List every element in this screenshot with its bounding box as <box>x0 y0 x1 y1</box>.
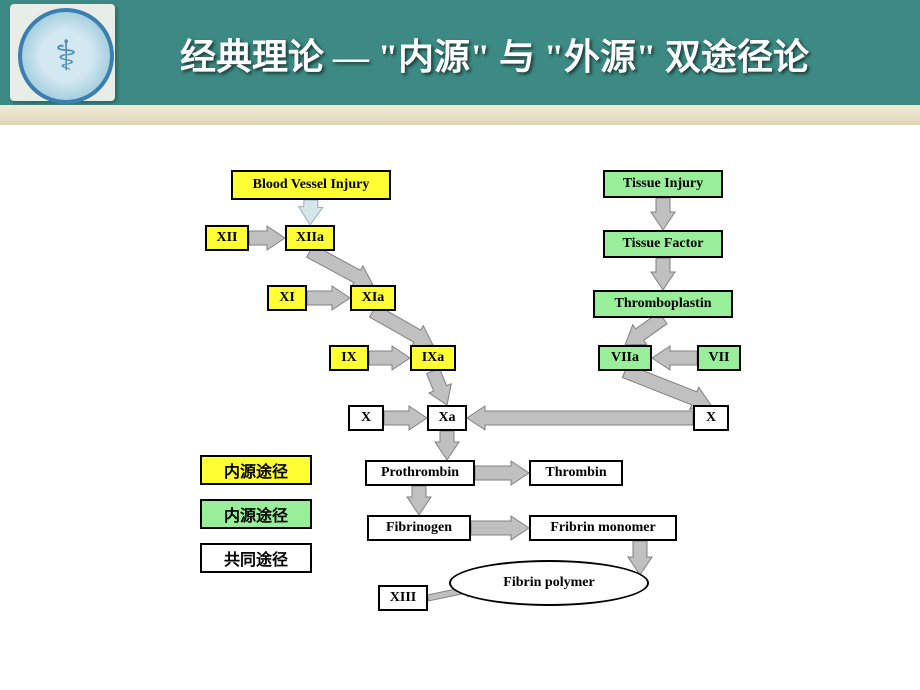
node-xii: XII <box>205 225 249 251</box>
node-xL: X <box>348 405 384 431</box>
node-xR: X <box>693 405 729 431</box>
node-fib: Fibrinogen <box>367 515 471 541</box>
node-viia: VIIa <box>598 345 652 371</box>
logo-emblem <box>18 8 114 104</box>
slide-header: 经典理论 — "内源" 与 "外源" 双途径论 <box>0 0 920 125</box>
flowchart-canvas: Blood Vessel Injury XII XIIa XI XIa IX IXa Tiss… <box>0 125 920 690</box>
node-ixa: IXa <box>410 345 456 371</box>
node-xia: XIa <box>350 285 396 311</box>
node-thr: Thrombin <box>529 460 623 486</box>
legend-item-2: 共同途径 <box>200 543 312 573</box>
node-tf: Tissue Factor <box>603 230 723 258</box>
node-fpoly: Fibrin polymer <box>449 560 649 606</box>
node-xiia: XIIa <box>285 225 335 251</box>
node-tp: Thromboplastin <box>593 290 733 318</box>
node-ix: IX <box>329 345 369 371</box>
node-xiii: XIII <box>378 585 428 611</box>
node-ti: Tissue Injury <box>603 170 723 198</box>
slide-title: 经典理论 — "内源" 与 "外源" 双途径论 <box>180 28 900 80</box>
node-vii: VII <box>697 345 741 371</box>
node-xi: XI <box>267 285 307 311</box>
legend-item-1: 内源途径 <box>200 499 312 529</box>
node-pro: Prothrombin <box>365 460 475 486</box>
node-xa: Xa <box>427 405 467 431</box>
legend: 内源途径内源途径共同途径 <box>200 455 312 587</box>
node-bvi: Blood Vessel Injury <box>231 170 391 200</box>
legend-item-0: 内源途径 <box>200 455 312 485</box>
hospital-logo <box>10 4 115 101</box>
node-fibm: Fribrin monomer <box>529 515 677 541</box>
